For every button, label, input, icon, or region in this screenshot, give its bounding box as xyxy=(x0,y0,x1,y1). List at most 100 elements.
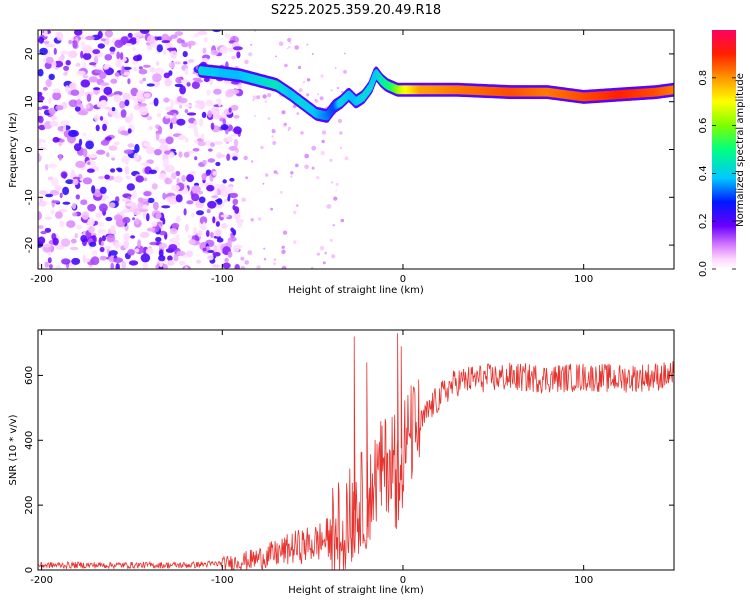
noise-dot xyxy=(240,266,246,269)
noise-blob xyxy=(105,136,112,141)
noise-blob xyxy=(82,75,89,79)
noise-dot xyxy=(264,173,269,177)
noise-blob xyxy=(206,208,211,214)
noise-blob xyxy=(87,203,96,212)
noise-blob xyxy=(130,37,137,42)
noise-blob xyxy=(185,224,189,232)
noise-blob xyxy=(124,166,130,175)
noise-blob xyxy=(143,141,151,148)
noise-blob xyxy=(206,184,215,192)
noise-blob xyxy=(99,116,104,121)
noise-blob xyxy=(167,255,173,261)
noise-dot xyxy=(311,166,315,170)
noise-blob xyxy=(232,156,238,161)
spectrogram-xlabel: Height of straight line (km) xyxy=(288,285,424,296)
noise-blob xyxy=(228,146,238,151)
noise-dot xyxy=(306,43,309,46)
noise-blob xyxy=(45,56,54,64)
noise-blob xyxy=(100,139,110,146)
noise-dot xyxy=(296,204,299,207)
noise-dot xyxy=(276,172,279,175)
noise-dot xyxy=(304,153,310,159)
noise-dot xyxy=(311,53,314,55)
noise-blob xyxy=(71,169,75,177)
noise-blob xyxy=(199,216,208,225)
noise-blob xyxy=(60,171,68,179)
noise-blob xyxy=(61,258,71,265)
noise-blob xyxy=(97,229,107,235)
noise-blob xyxy=(216,237,224,243)
noise-blob xyxy=(47,257,52,264)
noise-dot xyxy=(247,250,253,256)
noise-blob xyxy=(85,35,95,41)
noise-blob xyxy=(143,92,151,98)
x-tick-label: 0 xyxy=(400,575,406,586)
noise-blob xyxy=(100,241,104,247)
noise-blob xyxy=(122,92,131,102)
noise-blob xyxy=(233,114,240,119)
noise-blob xyxy=(237,84,242,89)
noise-blob xyxy=(177,134,186,140)
noise-blob xyxy=(191,212,195,218)
noise-dot xyxy=(322,261,326,265)
noise-blob xyxy=(111,107,116,112)
noise-blob xyxy=(77,110,88,116)
y-tick-label: -10 xyxy=(24,189,35,205)
noise-dot xyxy=(262,94,267,99)
noise-dot xyxy=(248,52,253,57)
noise-dot xyxy=(293,240,297,244)
noise-blob xyxy=(145,146,155,154)
noise-blob xyxy=(156,44,163,53)
noise-dot xyxy=(281,265,287,269)
noise-blob xyxy=(194,156,198,161)
noise-blob xyxy=(45,78,52,88)
noise-blob xyxy=(168,61,176,69)
noise-blob xyxy=(126,183,135,191)
noise-blob xyxy=(193,33,200,38)
noise-blob xyxy=(236,51,241,59)
noise-dot xyxy=(343,52,346,55)
noise-blob xyxy=(38,36,45,44)
noise-blob xyxy=(163,264,168,269)
noise-blob xyxy=(115,59,123,68)
noise-blob xyxy=(121,155,130,164)
noise-blob xyxy=(186,112,197,116)
noise-blob xyxy=(174,83,183,88)
noise-blob xyxy=(143,64,151,68)
noise-blob xyxy=(211,195,219,199)
noise-blob xyxy=(155,67,165,76)
noise-blob xyxy=(192,226,197,236)
noise-blob xyxy=(171,222,180,229)
noise-blob xyxy=(215,221,220,227)
noise-blob xyxy=(38,95,45,102)
noise-blob xyxy=(170,49,178,59)
noise-blob xyxy=(188,43,192,49)
noise-blob xyxy=(176,177,180,184)
noise-blob xyxy=(122,208,129,213)
noise-blob xyxy=(175,233,180,242)
noise-blob xyxy=(113,175,123,183)
noise-blob xyxy=(183,151,190,158)
noise-blob xyxy=(229,177,235,182)
noise-blob xyxy=(50,209,55,215)
noise-blob xyxy=(70,238,77,244)
noise-blob xyxy=(222,118,227,125)
noise-blob xyxy=(141,162,151,167)
colorbar-tick-label: 0.2 xyxy=(698,213,709,229)
noise-blob xyxy=(89,62,97,66)
noise-blob xyxy=(71,257,81,265)
y-tick-label: 0 xyxy=(24,567,35,573)
noise-blob xyxy=(80,199,88,205)
noise-blob xyxy=(48,264,54,269)
noise-dot xyxy=(321,139,325,144)
noise-dot xyxy=(252,99,255,102)
noise-dot xyxy=(339,146,343,150)
noise-blob xyxy=(165,136,174,145)
noise-blob xyxy=(38,225,44,229)
noise-blob xyxy=(134,32,144,37)
noise-blob xyxy=(123,71,131,76)
noise-blob xyxy=(213,104,223,108)
noise-blob xyxy=(169,152,175,159)
noise-blob xyxy=(232,46,243,51)
noise-blob xyxy=(101,197,106,202)
